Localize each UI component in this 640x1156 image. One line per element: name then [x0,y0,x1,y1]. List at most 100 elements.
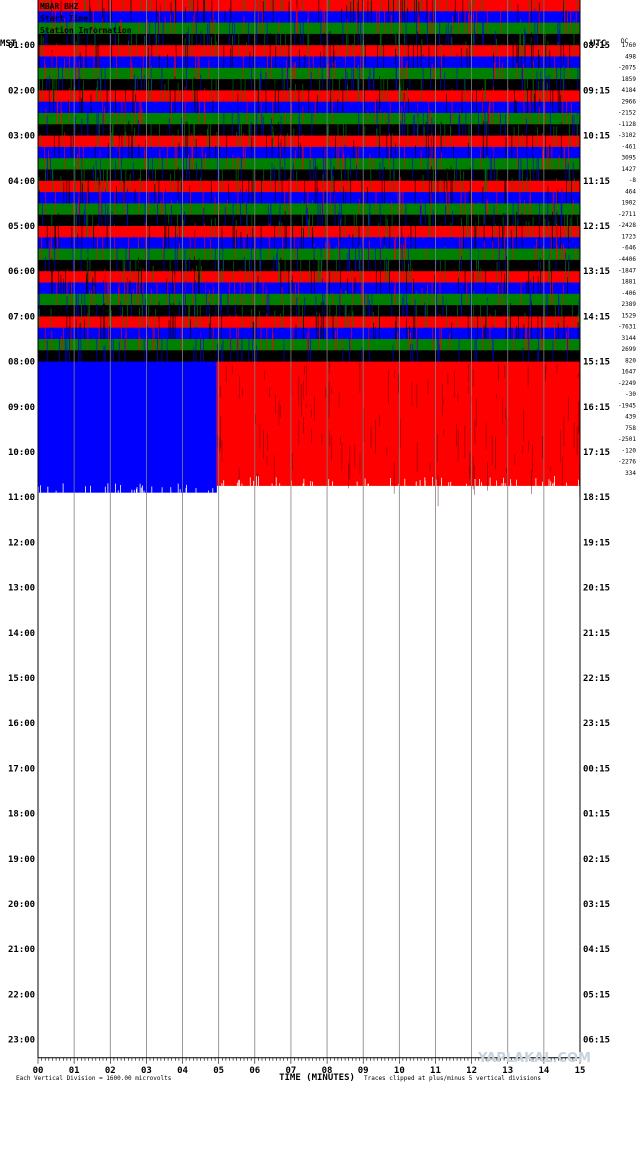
row-mean-value: -8 [629,177,637,184]
right-hour-label: 23:15 [583,719,610,729]
right-hour-label: 12:15 [583,222,610,232]
trace-line [38,226,580,238]
header-line: MBAR BHZ [40,2,79,11]
right-hour-label: 16:15 [583,403,610,413]
right-hour-label: 05:15 [583,990,610,1000]
footer-right-note: Traces clipped at plus/minus 5 vertical … [364,1075,541,1082]
trace-line [38,271,580,284]
row-mean-value: -30 [625,391,636,398]
trace-line [38,158,580,171]
x-tick-label: 10 [394,1066,405,1076]
trace-line [38,192,580,204]
row-mean-value: -1128 [618,121,636,128]
trace-line [38,293,580,306]
row-mean-value: 1760 [622,42,637,49]
trace-spikes [38,155,575,218]
header-line: Station Information [40,25,132,35]
left-hour-label: 19:00 [8,855,35,865]
trace-line [38,11,580,24]
left-hour-label: 15:00 [8,674,35,684]
trace-line [38,79,580,91]
row-mean-value: -1847 [618,267,636,274]
trace-line [38,180,580,193]
row-mean-value: -2075 [618,65,636,72]
left-hour-label: 02:00 [8,86,35,96]
right-timezone-label: UTC [590,39,606,49]
left-hour-label: 12:00 [8,538,35,548]
left-hour-label: 22:00 [8,990,35,1000]
trace-spikes [53,120,562,185]
row-mean-value: -2152 [618,110,636,117]
right-hour-label: 15:15 [583,358,610,368]
row-mean-value: 3095 [622,155,637,162]
row-mean-value: -2501 [618,436,636,443]
trace-line [38,259,580,272]
trace-line [38,113,580,125]
trace-spikes [38,256,568,321]
trace-spikes [40,111,578,172]
x-tick-label: 00 [33,1066,44,1076]
trace-line [38,124,580,137]
row-mean-value: -7631 [618,324,636,331]
watermark: YAPLAKAL.COM [477,1051,591,1066]
row-mean-value: 1427 [622,166,637,173]
x-tick-label: 11 [430,1066,441,1076]
trace-line [38,203,580,216]
left-hour-label: 04:00 [8,177,35,187]
right-hour-label: 19:15 [583,538,610,548]
x-tick-label: 14 [538,1066,549,1076]
x-axis-ticks [37,1057,581,1064]
trace-spikes [44,8,561,71]
row-mean-value: -120 [622,447,637,454]
trace-spikes [41,222,577,286]
trace-line [38,135,580,148]
x-tick-label: 08 [322,1066,333,1076]
row-mean-value: 464 [625,188,636,195]
row-mean-value: 1881 [622,279,637,286]
row-mean-value: -406 [622,290,637,297]
trace-spikes [46,53,579,116]
row-mean-value: 1723 [622,233,637,240]
row-mean-value: 498 [625,53,636,60]
x-tick-label: 02 [105,1066,116,1076]
left-hour-label: 13:00 [8,584,35,594]
left-timezone-label: MST [0,39,17,49]
x-axis-title: TIME (MINUTES) [279,1073,355,1083]
x-tick-label: 01 [69,1066,80,1076]
left-hour-label: 23:00 [8,1036,35,1046]
row-mean-value: -3102 [618,132,636,139]
trace-line [38,237,580,250]
right-hour-label: 02:15 [583,855,610,865]
left-hour-label: 16:00 [8,719,35,729]
footer-left-note: Each Vertical Division = 1600.00 microvo… [16,1075,172,1082]
left-hour-label: 21:00 [8,945,35,955]
row-mean-value: 1859 [622,76,637,83]
trace-line [38,169,580,182]
left-hour-label: 10:00 [8,448,35,458]
row-mean-value: 820 [625,357,636,364]
row-mean-value: 1902 [622,200,637,207]
left-hour-label: 08:00 [8,358,35,368]
row-mean-value: 3144 [622,335,637,342]
row-mean-value: 2699 [622,346,637,353]
left-hour-label: 20:00 [8,900,35,910]
right-hour-label: 17:15 [583,448,610,458]
right-hour-label: 14:15 [583,312,610,322]
x-tick-label: 15 [575,1066,586,1076]
x-tick-label: 09 [358,1066,369,1076]
trace-line [38,248,580,261]
axes-layer [37,0,581,1064]
right-hour-label: 13:15 [583,267,610,277]
right-hour-label: 00:15 [583,764,610,774]
trace-line [38,0,580,12]
trace-line [38,146,580,159]
left-hour-label: 11:00 [8,493,35,503]
right-hour-label: 22:15 [583,674,610,684]
trace-clip-ticks [38,476,579,493]
x-tick-label: 13 [502,1066,513,1076]
row-mean-value: 2389 [622,301,637,308]
row-mean-value: 1647 [622,369,637,376]
left-hour-label: 01:00 [8,41,35,51]
right-hour-label: 10:15 [583,132,610,142]
row-mean-value: 1529 [622,312,637,319]
